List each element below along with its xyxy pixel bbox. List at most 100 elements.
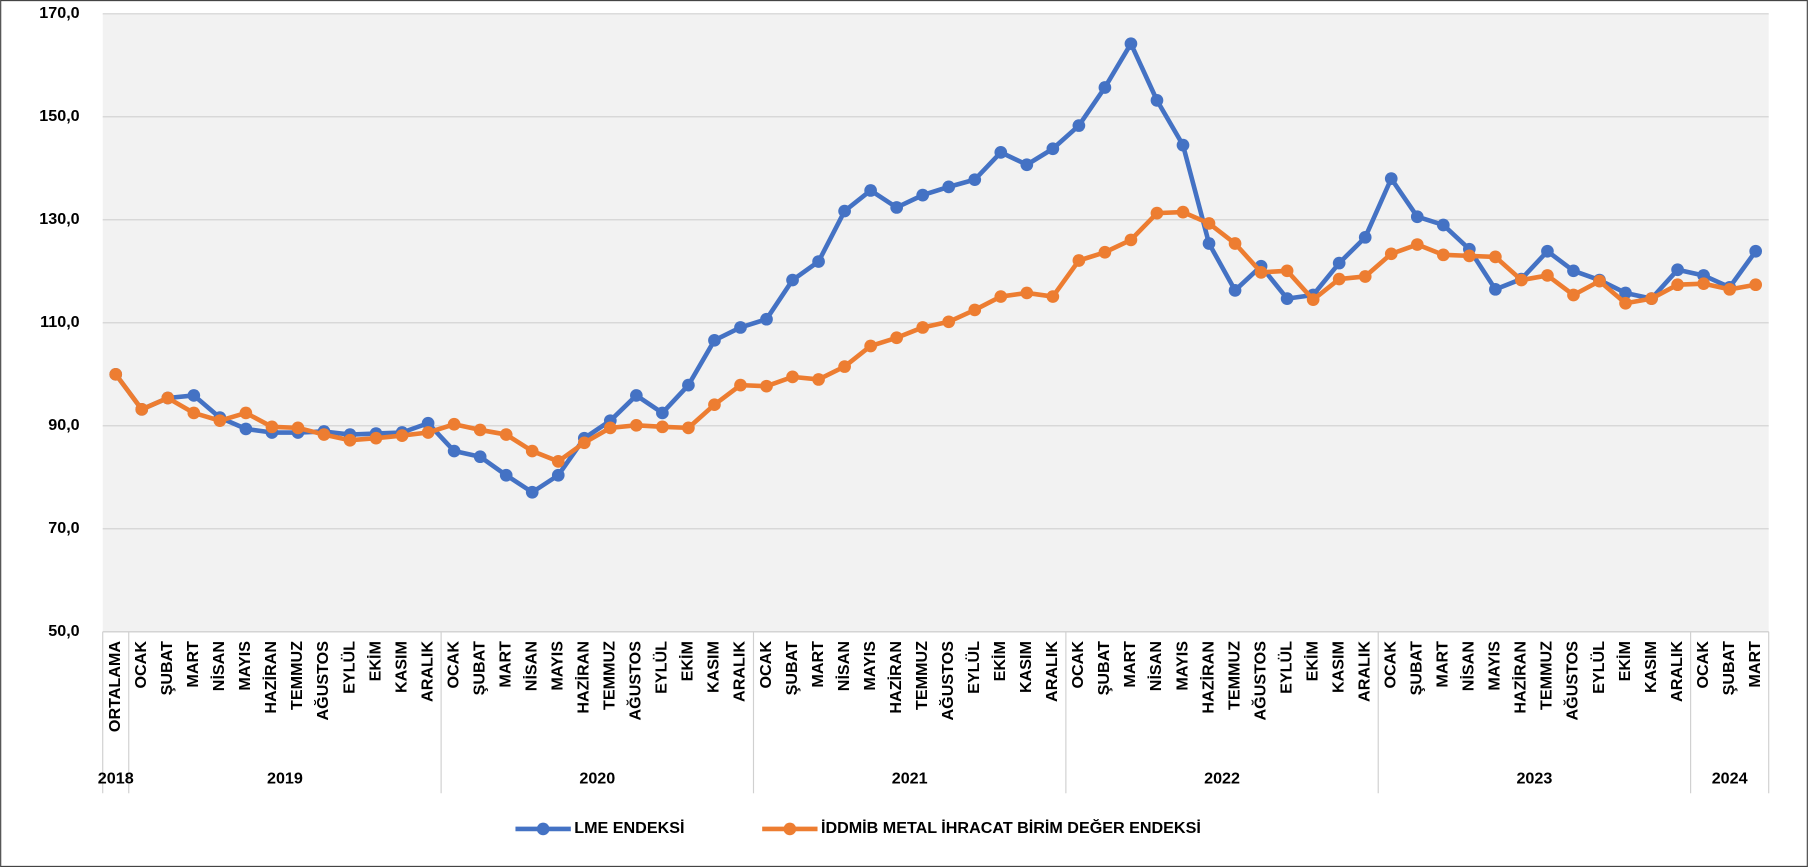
data-point [473,450,487,464]
data-point [916,321,930,334]
data-point [1645,292,1658,305]
data-point [1489,250,1502,264]
data-point [1124,233,1138,247]
x-tick-label: ŞUBAT [158,641,176,695]
data-point [1254,266,1268,279]
x-tick-label: MART [1121,641,1139,688]
data-point [395,429,409,442]
x-tick-label: AĞUSTOS [313,641,332,721]
x-tick-label: OCAK [444,641,462,689]
data-point [1749,278,1763,292]
data-point [1202,237,1216,250]
data-point [1410,210,1424,224]
data-point [161,391,175,405]
data-point [447,417,461,431]
x-tick-label: AĞUSTOS [1563,641,1582,721]
x-tick-label: ŞUBAT [1408,641,1426,695]
legend-marker [783,822,797,836]
data-point [630,389,643,402]
legend-label: İDDMİB METAL İHRACAT BİRİM DEĞER ENDEKSİ [821,818,1201,837]
data-point [473,423,487,437]
data-point [1228,284,1242,297]
data-point [968,173,982,186]
data-point [1332,272,1346,286]
data-point [369,431,383,445]
data-point [838,204,851,218]
x-tick-label: ARALIK [731,641,749,702]
data-point [1749,244,1763,258]
data-point [1124,37,1138,51]
group-label: 2018 [98,770,134,788]
data-point [1072,119,1086,132]
data-point [890,201,904,214]
data-point [239,422,253,436]
data-point [786,273,799,287]
data-point [1671,263,1684,277]
data-point [1697,277,1710,291]
data-point [994,290,1008,303]
data-point [551,455,565,468]
data-point [1098,245,1112,259]
x-tick-label: ARALIK [1043,641,1061,702]
x-tick-label: NİSAN [835,641,853,691]
data-point [1228,237,1242,250]
x-tick-label: TEMMUZ [288,641,306,710]
data-point [1384,247,1398,261]
data-point [1046,142,1060,156]
group-label: 2019 [267,770,303,788]
x-tick-label: KASIM [1642,641,1660,693]
x-tick-label: MART [1434,641,1452,688]
data-point [1280,292,1294,305]
data-point [812,373,825,386]
data-point [682,378,695,392]
data-point [1671,278,1684,292]
x-tick-label: HAZİRAN [1512,641,1530,714]
data-point [760,379,773,393]
data-point [343,433,357,447]
data-point [708,398,721,412]
data-point [734,378,747,392]
data-point [1515,273,1528,287]
data-point [1567,264,1580,278]
legend-label: LME ENDEKSİ [574,819,684,837]
data-point [1593,274,1606,288]
x-tick-label: MAYIS [861,641,879,691]
group-label: 2022 [1204,770,1240,788]
data-point [291,421,305,435]
x-tick-label: ARALIK [1668,641,1686,702]
x-tick-label: AĞUSTOS [938,641,957,721]
x-tick-label: EYLÜL [652,641,671,694]
data-point [317,428,331,441]
x-tick-label: HAZİRAN [887,641,905,714]
data-point [1046,290,1060,303]
data-point [1150,94,1164,107]
x-tick-label: NİSAN [1460,641,1478,691]
x-tick-label: MAYIS [1173,641,1191,691]
data-point [760,312,773,326]
data-point [864,339,877,353]
x-tick-label: ŞUBAT [470,641,488,695]
data-point [1619,286,1632,300]
data-point [1176,205,1190,219]
x-tick-label: KASIM [1329,641,1347,693]
x-tick-label: KASIM [392,641,410,693]
data-point [968,303,982,317]
data-point [1072,254,1086,267]
data-point [1567,288,1580,302]
x-tick-label: OCAK [757,641,775,689]
data-point [786,370,799,384]
data-point [421,426,435,439]
data-point [916,188,930,202]
data-point [630,418,643,432]
x-tick-label: ŞUBAT [1095,641,1113,695]
x-tick-label: MART [1746,641,1764,688]
x-tick-label: EYLÜL [964,641,983,694]
data-point [1410,238,1424,251]
x-tick-label: EKİM [1616,641,1634,681]
data-point [603,421,617,435]
x-tick-label: EYLÜL [339,641,358,694]
data-point [994,146,1008,159]
x-tick-label: ORTALAMA [106,641,124,732]
x-tick-label: ŞUBAT [1720,641,1738,695]
